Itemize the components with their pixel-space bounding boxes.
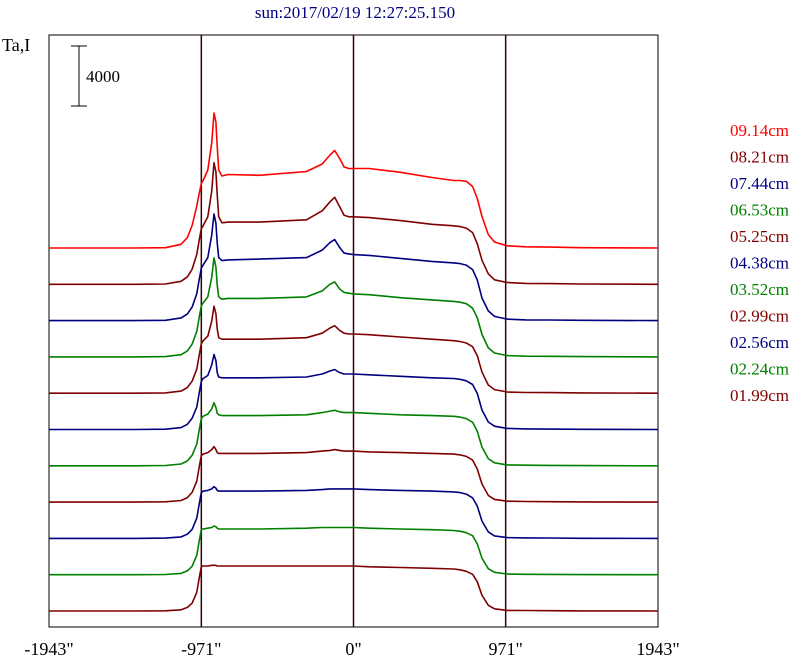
series-line-04.38cm bbox=[49, 353, 659, 431]
x-tick-label-4: 1943" bbox=[636, 639, 679, 659]
legend-item-5: 04.38cm bbox=[730, 254, 789, 273]
legend-item-0: 09.14cm bbox=[730, 121, 789, 140]
legend-item-8: 02.56cm bbox=[730, 333, 789, 352]
y-axis-label: Ta,I bbox=[2, 35, 30, 55]
series-line-03.52cm bbox=[49, 402, 659, 467]
legend-item-6: 03.52cm bbox=[730, 280, 789, 299]
x-tick-label-2: 0" bbox=[345, 639, 361, 659]
legend-item-9: 02.24cm bbox=[730, 360, 789, 379]
x-tick-label-3: 971" bbox=[488, 639, 522, 659]
legend-item-4: 05.25cm bbox=[730, 227, 789, 246]
scale-bar: 4000 bbox=[71, 45, 120, 107]
series-line-05.25cm bbox=[49, 305, 659, 394]
series-layer bbox=[49, 112, 659, 612]
series-line-01.99cm bbox=[49, 564, 659, 612]
series-line-08.21cm bbox=[49, 162, 659, 286]
chart-title: sun:2017/02/19 12:27:25.150 bbox=[255, 3, 455, 22]
legend-item-2: 07.44cm bbox=[730, 174, 789, 193]
legend-item-10: 01.99cm bbox=[730, 386, 789, 405]
x-tick-label-0: -1943" bbox=[24, 639, 73, 659]
series-line-06.53cm bbox=[49, 257, 659, 358]
legend: 09.14cm 08.21cm 07.44cm 06.53cm 05.25cm 04.38… bbox=[730, 121, 789, 405]
series-line-07.44cm bbox=[49, 213, 659, 322]
x-tick-labels: -1943" -971" 0" 971" 1943" bbox=[24, 639, 679, 659]
legend-item-7: 02.99cm bbox=[730, 307, 789, 326]
legend-item-1: 08.21cm bbox=[730, 148, 789, 167]
legend-item-3: 06.53cm bbox=[730, 201, 789, 220]
series-line-02.24cm bbox=[49, 525, 659, 576]
series-line-09.14cm bbox=[49, 112, 659, 249]
vertical-markers bbox=[200, 35, 507, 627]
scale-bar-label: 4000 bbox=[86, 67, 120, 86]
series-line-02.56cm bbox=[49, 485, 659, 540]
series-line-02.99cm bbox=[49, 445, 659, 503]
x-tick-label-1: -971" bbox=[181, 639, 221, 659]
